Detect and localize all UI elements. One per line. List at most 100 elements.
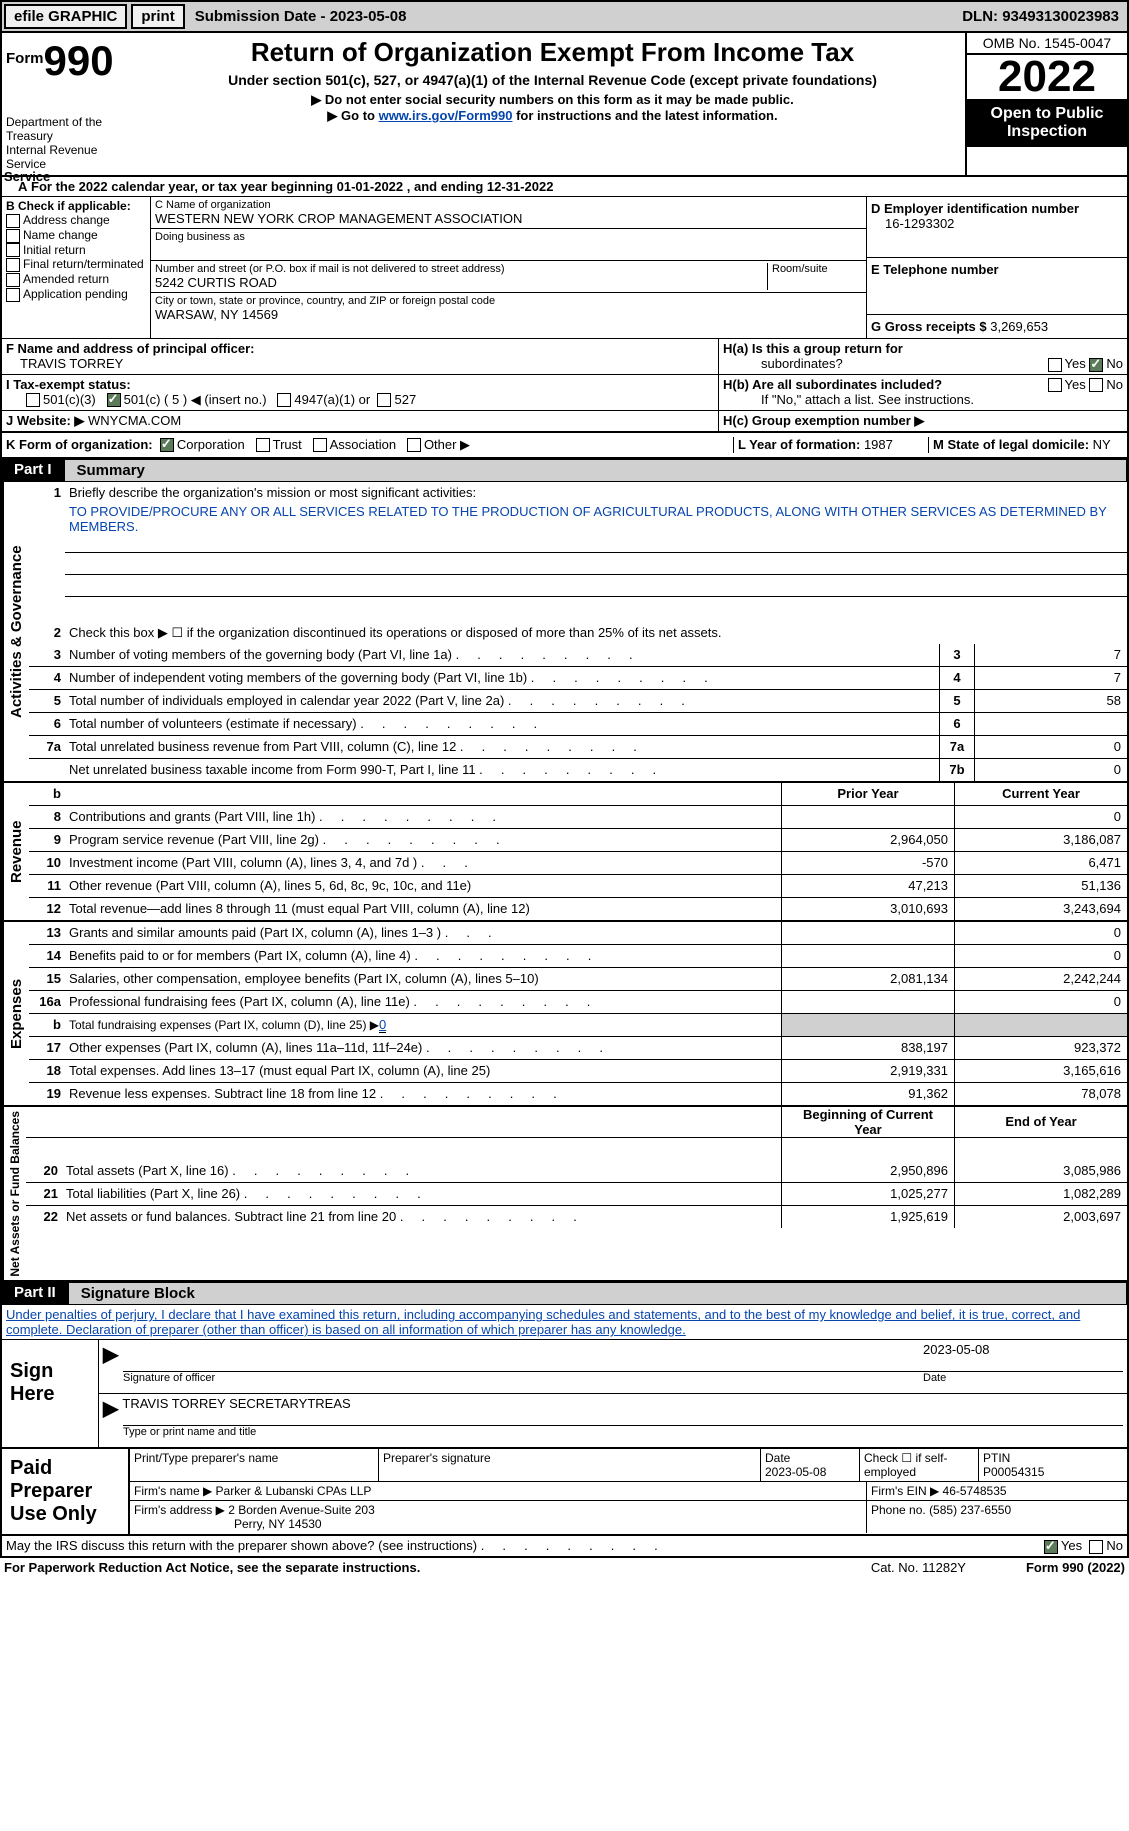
line16b-link[interactable]: 0	[379, 1017, 386, 1033]
firm-addr2: Perry, NY 14530	[134, 1517, 322, 1531]
pra-notice: For Paperwork Reduction Act Notice, see …	[4, 1560, 420, 1575]
line7b-value: 0	[975, 759, 1127, 781]
line17-cy: 923,372	[954, 1037, 1127, 1059]
expenses-vertical-label: Expenses	[2, 922, 29, 1105]
ha-yes-checkbox[interactable]	[1048, 358, 1062, 372]
527-checkbox[interactable]	[377, 393, 391, 407]
submission-date-label: Submission Date - 2023-05-08	[187, 6, 415, 27]
amended-checkbox[interactable]	[6, 273, 20, 287]
form-number: Form990	[6, 37, 136, 85]
website: WNYCMA.COM	[84, 413, 181, 428]
other-checkbox[interactable]	[407, 438, 421, 452]
line6-value	[975, 713, 1127, 735]
decl-link[interactable]: Under penalties of perjury, I declare th…	[6, 1307, 1080, 1337]
501c-checkbox[interactable]	[107, 393, 121, 407]
line22-by: 1,925,619	[781, 1206, 954, 1228]
line12-py: 3,010,693	[781, 898, 954, 920]
na-vertical-label: Net Assets or Fund Balances	[2, 1107, 26, 1281]
tax-year: 2022	[967, 55, 1127, 99]
initial-return-checkbox[interactable]	[6, 243, 20, 257]
prep-date: 2023-05-08	[765, 1465, 826, 1479]
col-DEG: D Employer identification number 16-1293…	[867, 197, 1127, 338]
hb-yes-checkbox[interactable]	[1048, 378, 1062, 392]
part-II-header: Part II Signature Block	[0, 1282, 1129, 1305]
sign-here-block: Sign Here ▶2023-05-08 Signature of offic…	[0, 1340, 1129, 1449]
assoc-checkbox[interactable]	[313, 438, 327, 452]
line18-py: 2,919,331	[781, 1060, 954, 1082]
4947-checkbox[interactable]	[277, 393, 291, 407]
state-domicile: NY	[1093, 437, 1111, 452]
discuss-no-checkbox[interactable]	[1089, 1540, 1103, 1554]
row-FH: F Name and address of principal officer:…	[0, 339, 1129, 375]
app-pending-checkbox[interactable]	[6, 288, 20, 302]
ha-no-checkbox[interactable]	[1089, 358, 1103, 372]
paid-preparer-block: Paid Preparer Use Only Print/Type prepar…	[0, 1449, 1129, 1536]
firm-name: Parker & Lubanski CPAs LLP	[216, 1484, 372, 1498]
may-irs-discuss-row: May the IRS discuss this return with the…	[0, 1536, 1129, 1558]
firm-ein: 46-5748535	[943, 1484, 1007, 1498]
form-ref: Form 990 (2022)	[1026, 1560, 1125, 1575]
footer-row: For Paperwork Reduction Act Notice, see …	[0, 1558, 1129, 1577]
line22-ey: 2,003,697	[954, 1206, 1127, 1228]
corp-checkbox[interactable]	[160, 438, 174, 452]
firm-phone: (585) 237-6550	[929, 1503, 1011, 1517]
line7a-value: 0	[975, 736, 1127, 758]
col-C: C Name of organization WESTERN NEW YORK …	[151, 197, 867, 338]
sign-date: 2023-05-08	[923, 1342, 1123, 1367]
line16a-cy: 0	[954, 991, 1127, 1013]
line9-py: 2,964,050	[781, 829, 954, 851]
privacy-note: ▶ Do not enter social security numbers o…	[148, 92, 957, 108]
name-change-checkbox[interactable]	[6, 229, 20, 243]
row-IH: I Tax-exempt status: 501(c)(3) 501(c) ( …	[0, 375, 1129, 411]
line10-py: -570	[781, 852, 954, 874]
501c3-checkbox[interactable]	[26, 393, 40, 407]
ptin: P00054315	[983, 1465, 1044, 1479]
line12-cy: 3,243,694	[954, 898, 1127, 920]
city-state-zip: WARSAW, NY 14569	[155, 307, 862, 322]
form-subtitle: Under section 501(c), 527, or 4947(a)(1)…	[148, 72, 957, 88]
prior-year-header: Prior Year	[781, 783, 954, 805]
end-year-header: End of Year	[954, 1107, 1127, 1137]
org-name: WESTERN NEW YORK CROP MANAGEMENT ASSOCIA…	[155, 211, 862, 226]
hb-no-checkbox[interactable]	[1089, 378, 1103, 392]
officer-name: TRAVIS TORREY SECRETARYTREAS	[122, 1396, 350, 1421]
discuss-yes-checkbox[interactable]	[1044, 1540, 1058, 1554]
line11-py: 47,213	[781, 875, 954, 897]
line15-py: 2,081,134	[781, 968, 954, 990]
line19-py: 91,362	[781, 1083, 954, 1105]
line10-cy: 6,471	[954, 852, 1127, 874]
line11-cy: 51,136	[954, 875, 1127, 897]
revenue-vertical-label: Revenue	[2, 783, 29, 920]
signature-declaration: Under penalties of perjury, I declare th…	[0, 1305, 1129, 1340]
mission-text: TO PROVIDE/PROCURE ANY OR ALL SERVICES R…	[65, 504, 1127, 534]
row-BCD: B Check if applicable: Address change Na…	[0, 197, 1129, 339]
row-KLM: K Form of organization: Corporation Trus…	[0, 433, 1129, 459]
col-B: B Check if applicable: Address change Na…	[2, 197, 151, 338]
trust-checkbox[interactable]	[256, 438, 270, 452]
print-button[interactable]: print	[131, 4, 184, 29]
line15-cy: 2,242,244	[954, 968, 1127, 990]
dept-treasury: Department of the Treasury	[6, 115, 136, 143]
year-formation: 1987	[864, 437, 893, 452]
irs-link[interactable]: www.irs.gov/Form990	[379, 108, 513, 123]
ag-vertical-label: Activities & Governance	[2, 482, 29, 781]
principal-officer: TRAVIS TORREY	[6, 356, 714, 371]
line9-cy: 3,186,087	[954, 829, 1127, 851]
addr-change-checkbox[interactable]	[6, 214, 20, 228]
line8-cy: 0	[954, 806, 1127, 828]
current-year-header: Current Year	[954, 783, 1127, 805]
firm-addr1: 2 Borden Avenue-Suite 203	[228, 1503, 375, 1517]
line13-cy: 0	[954, 922, 1127, 944]
begin-year-header: Beginning of Current Year	[781, 1107, 954, 1137]
expenses-section: Expenses 13Grants and similar amounts pa…	[0, 922, 1129, 1107]
final-return-checkbox[interactable]	[6, 258, 20, 272]
line20-ey: 3,085,986	[954, 1160, 1127, 1182]
open-to-public: Open to Public Inspection	[967, 99, 1127, 147]
row-A: Service A For the 2022 calendar year, or…	[0, 177, 1129, 197]
line4-value: 7	[975, 667, 1127, 689]
efile-button[interactable]: efile GRAPHIC	[4, 4, 127, 29]
instructions-note: ▶ Go to www.irs.gov/Form990 for instruct…	[148, 108, 957, 124]
activities-governance-section: Activities & Governance 1Briefly describ…	[0, 482, 1129, 783]
irs-label: Internal Revenue Service	[6, 143, 136, 171]
net-assets-section: Net Assets or Fund Balances Beginning of…	[0, 1107, 1129, 1283]
